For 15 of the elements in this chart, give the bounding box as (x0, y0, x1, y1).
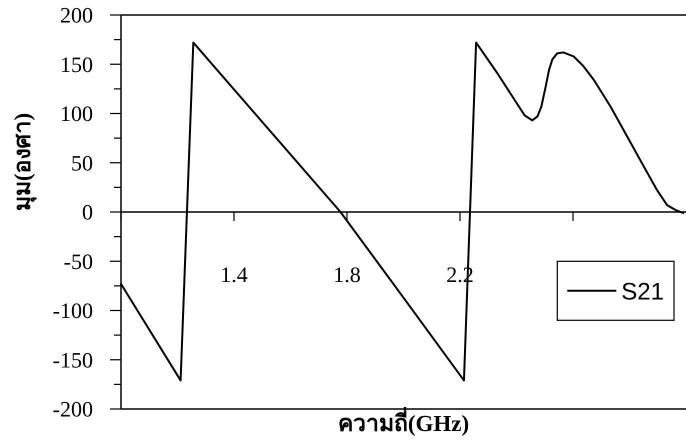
legend-label: S21 (621, 278, 664, 306)
x-tick-label: 1.4 (220, 262, 248, 287)
y-tick-label: 100 (60, 101, 93, 126)
y-axis-title: มุม(องศา) (10, 112, 37, 212)
x-axis-title: ความถี่(GHz) (338, 406, 470, 436)
legend: S21 (556, 260, 675, 321)
y-tick-label: 200 (60, 2, 93, 28)
y-tick-label: -50 (64, 248, 93, 274)
y-tick-label: 50 (71, 150, 93, 176)
y-tick-label: -200 (52, 396, 93, 422)
x-tick-label: 1.8 (333, 262, 361, 287)
y-tick-label: -150 (52, 347, 93, 372)
y-tick-label: -100 (52, 298, 93, 323)
y-tick-label: 150 (60, 52, 93, 77)
y-tick-label: 0 (82, 200, 93, 224)
